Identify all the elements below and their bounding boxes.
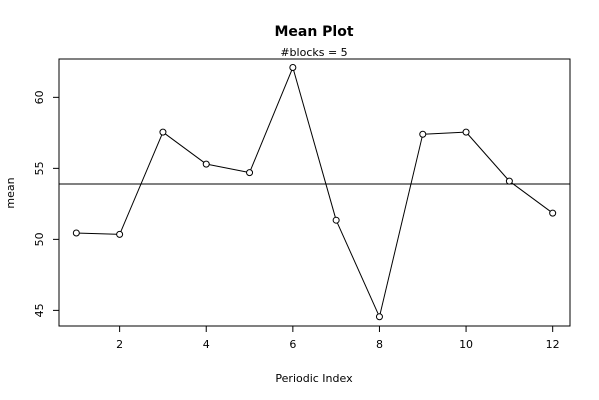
x-axis-label: Periodic Index [275,372,353,385]
data-point [549,209,557,217]
data-point [462,128,470,136]
chart-subtitle: #blocks = 5 [280,46,347,59]
x-tick-label: 4 [203,338,210,351]
data-point [159,128,167,136]
series-segment [165,133,205,163]
series-segment [293,70,336,218]
y-tick-label: 45 [33,303,46,317]
series-segment [120,134,163,232]
series-segment [511,182,551,212]
data-point [505,177,513,185]
y-axis: 45 50 55 60 [33,90,59,317]
data-point [72,229,80,237]
y-axis-label: mean [4,177,17,208]
series-segment [250,70,293,171]
x-tick-label: 8 [376,338,383,351]
data-point [202,160,210,168]
x-tick-label: 6 [289,338,296,351]
data-point [246,169,254,177]
series-segment [379,137,423,314]
y-tick-label: 55 [33,161,46,175]
chart-title: Mean Plot [274,24,353,40]
series-segment [209,164,247,173]
data-point [419,130,427,138]
x-axis: 2 4 6 8 10 12 [116,326,560,351]
x-tick-label: 2 [116,338,123,351]
y-tick-label: 60 [33,90,46,104]
series-segment [467,134,508,180]
series-segment [336,222,379,315]
data-point [116,230,124,238]
x-tick-label: 10 [459,338,473,351]
series-layer [72,64,557,321]
x-tick-label: 12 [546,338,560,351]
data-point [375,313,383,321]
series-segment [79,232,117,235]
data-point [289,64,297,72]
y-tick-label: 50 [33,232,46,246]
data-point [332,216,340,224]
plot-frame [58,58,571,327]
series-segment [425,131,464,135]
